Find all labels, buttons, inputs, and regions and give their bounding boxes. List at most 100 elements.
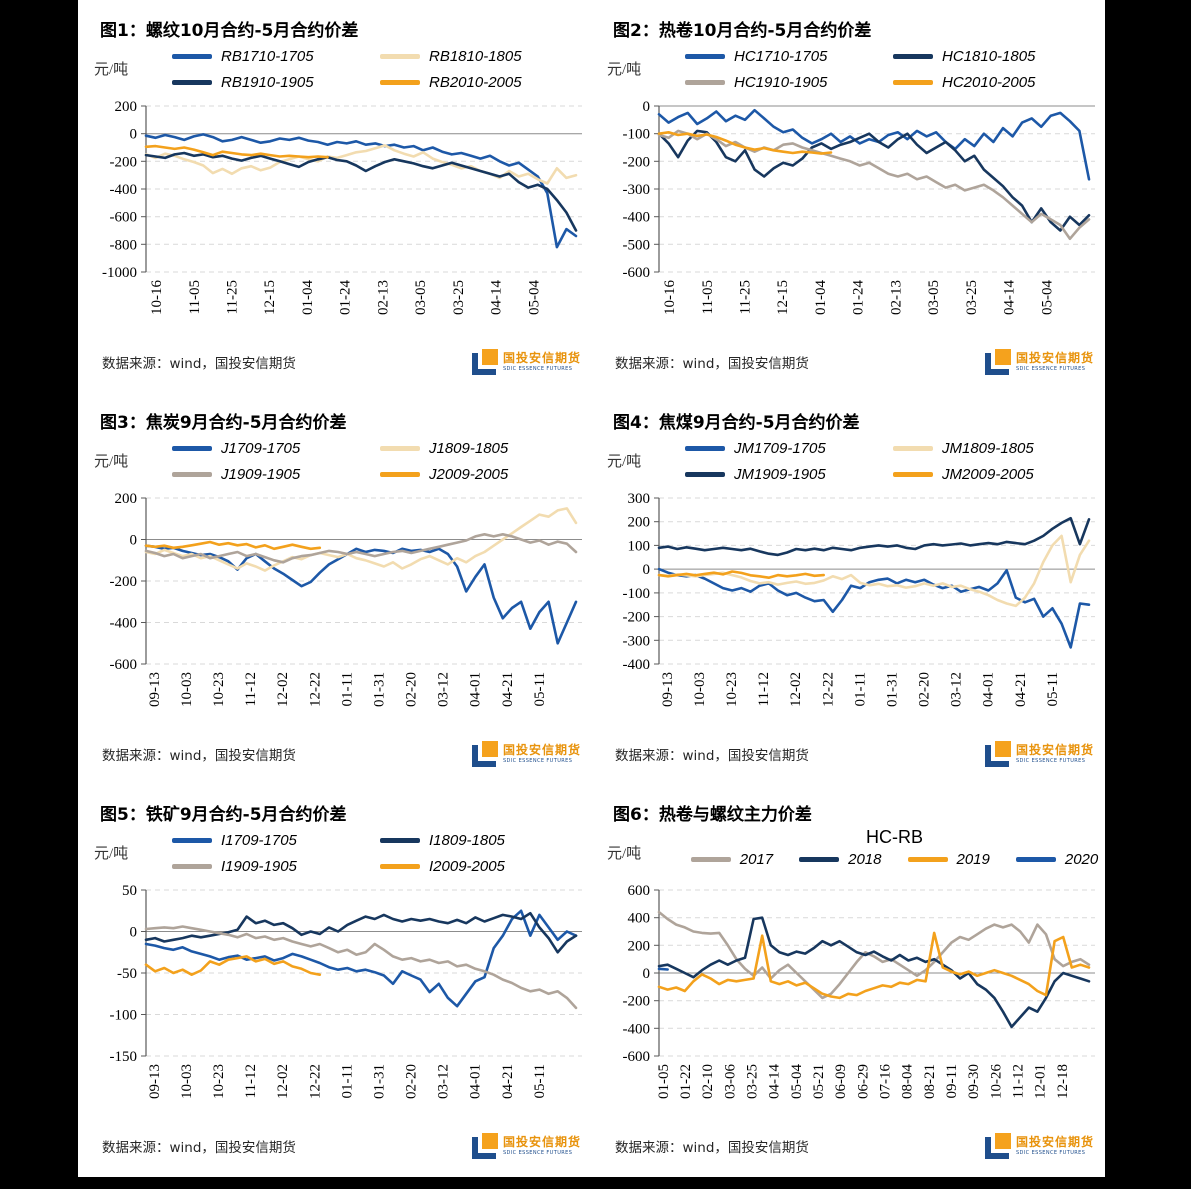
y-axis-unit-label: 元/吨 — [607, 62, 642, 78]
svg-text:03-12: 03-12 — [949, 672, 965, 707]
data-source: 数据来源：wind，国投安信期货 — [102, 356, 296, 372]
svg-text:01-22: 01-22 — [678, 1064, 694, 1099]
svg-text:02-20: 02-20 — [917, 672, 933, 707]
source-row: 数据来源：wind，国投安信期货 国投安信期货 SDIC ESSENCE FUT… — [605, 349, 1104, 375]
svg-text:12-22: 12-22 — [307, 1064, 323, 1099]
legend-header: 元/吨 I1709-1705 I1809-1805 I1909-1905 I20… — [94, 829, 591, 881]
svg-text:01-04: 01-04 — [813, 280, 829, 315]
chart-title: 图6：热卷与螺纹主力价差 — [613, 805, 812, 825]
svg-text:04-14: 04-14 — [489, 280, 505, 315]
legend-item: HC1710-1705 — [685, 48, 893, 65]
legend-line-swatch — [380, 472, 420, 477]
svg-text:-800: -800 — [110, 237, 138, 253]
svg-text:-300: -300 — [623, 182, 651, 198]
legend-line-swatch — [380, 446, 420, 451]
sdic-logo: 国投安信期货 SDIC ESSENCE FUTURES — [984, 1133, 1094, 1159]
svg-text:0: 0 — [643, 562, 651, 578]
svg-text:-400: -400 — [623, 210, 651, 226]
data-source: 数据来源：wind，国投安信期货 — [615, 356, 809, 372]
legend-header: 元/吨 JM1709-1705 JM1809-1805 JM1909-1905 … — [607, 437, 1104, 489]
source-row: 数据来源：wind，国投安信期货 国投安信期货 SDIC ESSENCE FUT… — [605, 1133, 1104, 1159]
svg-text:-600: -600 — [110, 657, 138, 673]
svg-text:10-03: 10-03 — [179, 672, 195, 707]
svg-text:-300: -300 — [623, 633, 651, 649]
legend: RB1710-1705 RB1810-1805 RB1910-1905 RB20… — [172, 45, 522, 97]
svg-text:01-11: 01-11 — [852, 672, 868, 706]
chart-title: 图2：热卷10月合约-5月合约价差 — [613, 21, 872, 41]
legend-line-swatch — [685, 80, 725, 85]
legend-label: JM2009-2005 — [942, 466, 1034, 483]
svg-text:11-12: 11-12 — [1011, 1064, 1027, 1098]
y-axis-unit-label: 元/吨 — [94, 454, 129, 470]
svg-text:12-15: 12-15 — [775, 280, 791, 315]
legend-item: HC1810-1805 — [893, 48, 1035, 65]
sdic-logo-icon — [471, 741, 498, 767]
svg-text:-200: -200 — [623, 994, 651, 1010]
legend-label: J1809-1805 — [429, 440, 509, 457]
svg-text:10-16: 10-16 — [149, 280, 165, 315]
svg-text:04-14: 04-14 — [1002, 280, 1018, 315]
legend-item: J1909-1905 — [172, 466, 380, 483]
legend-item: J1809-1805 — [380, 440, 508, 457]
legend-item: I1709-1705 — [172, 832, 380, 849]
svg-text:10-16: 10-16 — [662, 280, 678, 315]
legend-item: JM1809-1805 — [893, 440, 1034, 457]
legend-label: J1709-1705 — [221, 440, 301, 457]
legend-line-swatch — [799, 857, 840, 862]
legend-item: RB1710-1705 — [172, 48, 380, 65]
legend-label: JM1909-1905 — [734, 466, 826, 483]
svg-text:02-20: 02-20 — [404, 1064, 420, 1099]
legend: J1709-1705 J1809-1805 J1909-1905 J2009-2… — [172, 437, 508, 489]
legend-label: 2017 — [739, 851, 774, 868]
legend-item: HC1910-1905 — [685, 74, 893, 91]
logo-en-text: SDIC ESSENCE FUTURES — [1015, 757, 1086, 764]
svg-text:03-12: 03-12 — [436, 1064, 452, 1099]
svg-text:03-05: 03-05 — [413, 280, 429, 315]
svg-text:02-13: 02-13 — [375, 280, 391, 315]
svg-text:01-31: 01-31 — [372, 672, 388, 707]
svg-text:12-22: 12-22 — [307, 672, 323, 707]
legend-item: 2018 — [799, 851, 882, 868]
svg-text:06-29: 06-29 — [855, 1064, 871, 1099]
y-axis-unit-label: 元/吨 — [607, 454, 642, 470]
svg-text:04-14: 04-14 — [767, 1064, 783, 1099]
logo-en-text: SDIC ESSENCE FUTURES — [1015, 1149, 1086, 1156]
svg-text:100: 100 — [628, 538, 651, 554]
legend-item: I2009-2005 — [380, 858, 505, 875]
svg-text:10-23: 10-23 — [211, 1064, 227, 1099]
legend-line-swatch — [690, 857, 731, 862]
svg-text:01-11: 01-11 — [339, 672, 355, 706]
source-row: 数据来源：wind，国投安信期货 国投安信期货 SDIC ESSENCE FUT… — [92, 1133, 591, 1159]
y-axis-unit-label: 元/吨 — [94, 846, 129, 862]
chart-title: 图1：螺纹10月合约-5月合约价差 — [100, 21, 359, 41]
svg-text:05-04: 05-04 — [1039, 280, 1055, 315]
logo-en-text: SDIC ESSENCE FUTURES — [1015, 365, 1086, 372]
svg-text:02-10: 02-10 — [700, 1064, 716, 1099]
svg-text:04-01: 04-01 — [981, 672, 997, 707]
y-axis-unit-label: 元/吨 — [607, 846, 642, 862]
legend-item: RB1810-1805 — [380, 48, 522, 65]
svg-text:04-01: 04-01 — [468, 672, 484, 707]
legend: JM1709-1705 JM1809-1805 JM1909-1905 JM20… — [685, 437, 1034, 489]
svg-text:0: 0 — [643, 966, 651, 982]
svg-text:08-21: 08-21 — [922, 1064, 938, 1099]
svg-text:03-25: 03-25 — [451, 280, 467, 315]
logo-cn-text: 国投安信期货 — [502, 351, 581, 366]
svg-text:04-21: 04-21 — [1013, 672, 1029, 707]
legend-label: RB2010-2005 — [429, 74, 522, 91]
svg-text:01-31: 01-31 — [372, 1064, 388, 1099]
svg-text:200: 200 — [115, 99, 138, 115]
logo-en-text: SDIC ESSENCE FUTURES — [502, 757, 573, 764]
data-source: 数据来源：wind，国投安信期货 — [102, 1140, 296, 1156]
legend-line-swatch — [893, 80, 933, 85]
svg-text:05-11: 05-11 — [1045, 672, 1061, 706]
svg-text:05-04: 05-04 — [526, 280, 542, 315]
legend-label: JM1709-1705 — [734, 440, 826, 457]
legend-header: 元/吨 HC-RB 2017 2018 2019 2020 — [607, 827, 1104, 881]
legend-label: RB1810-1805 — [429, 48, 522, 65]
charts-grid: 图1：螺纹10月合约-5月合约价差 元/吨 RB1710-1705 RB1810… — [78, 0, 1105, 1178]
svg-text:-400: -400 — [110, 182, 138, 198]
svg-text:12-15: 12-15 — [262, 280, 278, 315]
svg-text:03-05: 03-05 — [926, 280, 942, 315]
